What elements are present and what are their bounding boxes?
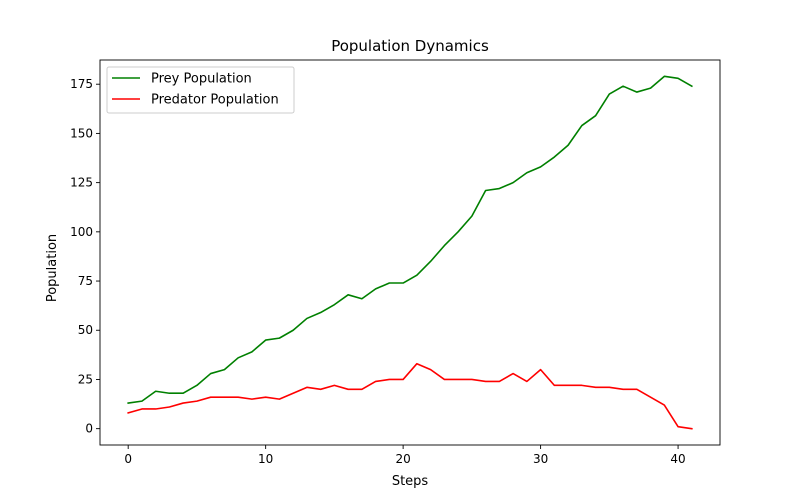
y-tick-label: 50 xyxy=(78,323,93,337)
y-tick-label: 100 xyxy=(70,225,93,239)
legend-label-1: Prey Population xyxy=(151,72,252,87)
x-axis-title: Steps xyxy=(392,474,429,489)
y-tick-label: 150 xyxy=(70,126,93,140)
legend-box xyxy=(106,66,295,114)
y-tick-label: 75 xyxy=(78,274,93,288)
y-tick-label: 25 xyxy=(78,372,93,386)
y-axis-title: Population xyxy=(45,234,60,302)
x-tick-label: 0 xyxy=(124,452,132,466)
x-tick-label: 30 xyxy=(533,452,548,466)
x-tick-label: 40 xyxy=(670,452,685,466)
plot-area: 0 10 20 30 40 0 25 50 75 100 125 150 175 Prey Populat… xyxy=(70,59,721,466)
y-tick-label: 0 xyxy=(85,422,93,436)
series-line-2 xyxy=(127,362,693,430)
chart-title: Population Dynamics xyxy=(331,37,489,55)
x-tick-label: 10 xyxy=(258,452,273,466)
legend-label-2: Predator Population xyxy=(151,93,279,108)
plot-frame xyxy=(99,59,721,446)
y-tick-label: 175 xyxy=(70,77,93,91)
x-tick-label: 20 xyxy=(395,452,410,466)
series-line-1 xyxy=(127,75,693,404)
y-tick-label: 125 xyxy=(70,176,93,190)
